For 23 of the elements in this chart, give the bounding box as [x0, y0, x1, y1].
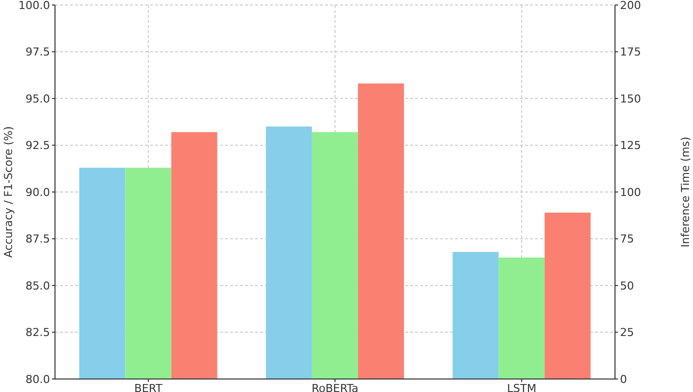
y-tick-label: 100.0 [18, 0, 50, 12]
y2-tick-label: 175 [620, 46, 641, 59]
y2-tick-label: 125 [620, 139, 641, 152]
x-tick-label: BERT [134, 382, 163, 392]
y2-tick-label: 150 [620, 92, 641, 106]
y-tick-label: 92.5 [26, 139, 50, 152]
x-tick-label: RoBERTa [312, 382, 358, 392]
y2-tick-label: 100 [620, 186, 641, 199]
y-tick-label: 87.5 [26, 232, 50, 246]
y2-tick-label: 25 [620, 326, 634, 340]
y2-tick-label: 50 [620, 279, 634, 292]
y-tick-label: 97.5 [26, 46, 50, 59]
y2-tick-label: 0 [620, 372, 627, 386]
y-tick-label: 82.5 [26, 326, 50, 340]
y2-axis-title: Inference Time (ms) [678, 136, 692, 248]
y-axis-title: Accuracy / F1-Score (%) [2, 126, 15, 258]
y-tick-label: 90.0 [26, 186, 50, 199]
x-tick-label: LSTM [507, 382, 536, 392]
y2-tick-label: 200 [620, 0, 641, 12]
y-tick-label: 85.0 [26, 279, 50, 292]
y2-tick-label: 75 [620, 232, 634, 246]
y-tick-label: 95.0 [26, 92, 50, 106]
y-tick-label: 80.0 [26, 372, 50, 386]
